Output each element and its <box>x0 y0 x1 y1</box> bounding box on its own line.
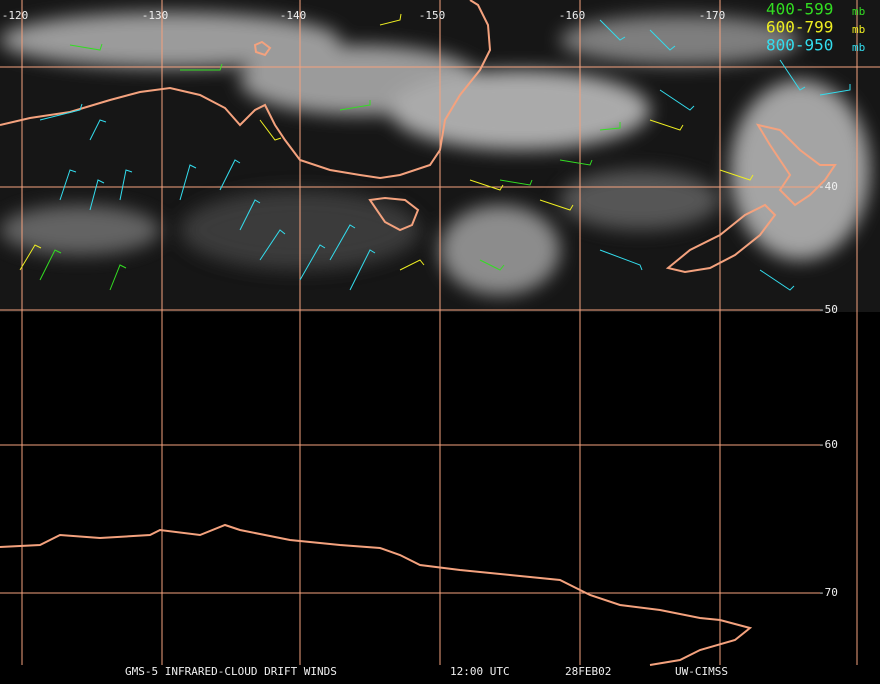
latitude-label: -40 <box>818 180 838 193</box>
latitude-labels: -40 -50 -60 -70 <box>818 180 838 599</box>
latitude-label: -70 <box>818 586 838 599</box>
footer-text: 28FEB02 <box>565 665 611 678</box>
longitude-label: -160 <box>559 9 586 22</box>
longitude-label: -120 <box>2 9 29 22</box>
legend-unit: mb <box>852 5 865 18</box>
longitude-labels: -120 -130 -140 -150 -160 -170 <box>2 9 726 22</box>
latitude-label: -60 <box>818 438 838 451</box>
legend-label: 800-950 <box>766 36 833 55</box>
longitude-label: -140 <box>280 9 307 22</box>
wind-barbs <box>19 13 851 291</box>
longitude-label: -170 <box>699 9 726 22</box>
legend-unit: mb <box>852 23 865 36</box>
footer-text: UW-CIMSS <box>675 665 728 678</box>
grid-lines <box>0 0 880 665</box>
legend: 400-599 mb 600-799 mb 800-950 mb <box>766 0 865 55</box>
legend-label: 600-799 <box>766 18 833 37</box>
legend-label: 400-599 <box>766 0 833 19</box>
footer-text: 12:00 UTC <box>450 665 510 678</box>
legend-unit: mb <box>852 41 865 54</box>
longitude-label: -150 <box>419 9 446 22</box>
latitude-label: -50 <box>818 303 838 316</box>
footer: GMS-5 INFRARED-CLOUD DRIFT WINDS 12:00 UT… <box>125 665 728 678</box>
longitude-label: -130 <box>142 9 169 22</box>
footer-text: GMS-5 INFRARED-CLOUD DRIFT WINDS <box>125 665 337 678</box>
